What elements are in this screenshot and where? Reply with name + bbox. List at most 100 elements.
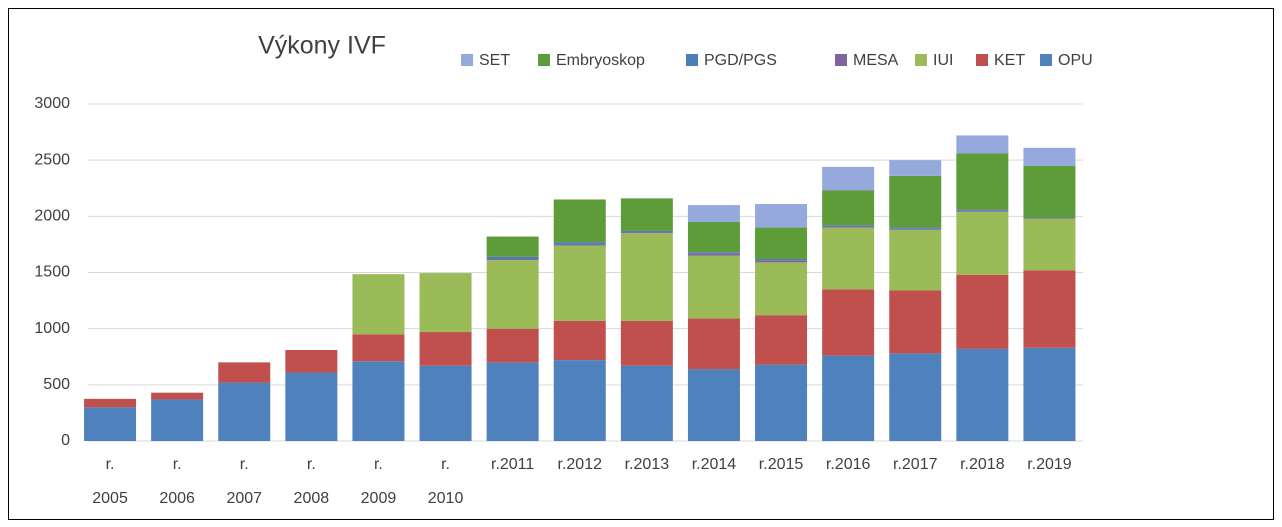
bar-segment	[620, 232, 673, 234]
bar-segment	[956, 210, 1009, 212]
bar-segment	[956, 135, 1009, 154]
bar-segment	[755, 259, 808, 261]
x-tick-label: r. 2010	[427, 456, 464, 507]
x-tick-label: r.2012	[557, 456, 602, 473]
bar-segment	[822, 289, 875, 356]
bar-segment	[486, 362, 539, 441]
x-tick-label: r.2013	[624, 456, 670, 473]
y-tick-label: 2500	[34, 151, 70, 168]
bar-segment	[687, 253, 740, 256]
chart-border	[8, 8, 1274, 520]
x-tick-label: r.2014	[691, 456, 737, 473]
bar-segment	[889, 228, 942, 230]
chart-title: Výkony IVF	[258, 32, 386, 60]
bar-segment	[419, 365, 472, 441]
bar-segment	[822, 190, 875, 226]
legend-label: SET	[479, 52, 510, 69]
bar-segment	[687, 205, 740, 222]
x-tick-label: r.2018	[960, 456, 1005, 473]
bar-segment	[553, 245, 606, 321]
bar-segment	[553, 360, 606, 441]
bar-segment	[553, 244, 606, 246]
bar-segment	[889, 160, 942, 176]
bar-segment	[822, 355, 875, 441]
bar-segment	[687, 255, 740, 319]
bar-segment	[84, 398, 137, 408]
x-tick-label: r. 2005	[92, 456, 128, 507]
legend-swatch	[538, 54, 550, 66]
y-tick-label: 2000	[34, 208, 70, 225]
bar-segment	[1023, 217, 1076, 219]
bar-segment	[889, 353, 942, 441]
bar-segment	[486, 236, 539, 257]
legend-label: KET	[994, 52, 1025, 69]
bar-segment	[822, 166, 875, 191]
bar-segment	[755, 227, 808, 260]
bar-segment	[755, 262, 808, 316]
legend-label: OPU	[1058, 52, 1093, 69]
bar-segment	[620, 230, 673, 233]
bar-segment	[84, 407, 137, 441]
bar-segment	[620, 233, 673, 321]
bar-segment	[352, 334, 405, 362]
bar-segment	[755, 315, 808, 365]
bar-segment	[956, 348, 1009, 441]
bar-segment	[1023, 147, 1076, 166]
y-tick-label: 500	[43, 376, 70, 393]
bar-segment	[822, 225, 875, 227]
legend-swatch	[461, 54, 473, 66]
legend-label: IUI	[933, 52, 953, 69]
bar-segment	[889, 229, 942, 291]
bar-segment	[956, 274, 1009, 349]
bar-segment	[486, 256, 539, 260]
bar-segment	[553, 242, 606, 245]
x-tick-label: r. 2006	[159, 456, 195, 507]
bar-segment	[285, 372, 338, 441]
bar-segment	[419, 332, 472, 366]
bar-segment	[889, 227, 942, 229]
y-tick-label: 0	[61, 432, 70, 449]
bar-segment	[755, 260, 808, 263]
x-tick-label: r.2011	[490, 456, 535, 473]
x-tick-label: r.2017	[893, 456, 938, 473]
bar-segment	[486, 260, 539, 329]
x-tick-label: r.2019	[1027, 456, 1072, 473]
bar-segment	[553, 199, 606, 243]
legend-swatch	[835, 54, 847, 66]
bar-segment	[822, 227, 875, 290]
bar-segment	[352, 274, 405, 335]
bar-segment	[1023, 218, 1076, 219]
bar-segment	[352, 361, 405, 441]
legend-label: Embryoskop	[556, 52, 645, 69]
bar-segment	[486, 328, 539, 363]
bar-segment	[956, 209, 1009, 211]
x-tick-label: r.2015	[758, 456, 804, 473]
bar-segment	[1023, 270, 1076, 348]
bar-segment	[218, 382, 271, 441]
bar-segment	[620, 198, 673, 231]
x-tick-label: r. 2009	[360, 456, 397, 507]
x-tick-label: r. 2007	[226, 456, 263, 507]
bar-segment	[755, 364, 808, 441]
bar-segment	[822, 226, 875, 228]
bar-segment	[889, 175, 942, 228]
bar-segment	[1023, 218, 1076, 271]
legend-label: PGD/PGS	[704, 52, 777, 69]
bar-segment	[687, 318, 740, 370]
bar-segment	[755, 203, 808, 228]
bar-segment	[285, 350, 338, 373]
bar-segment	[486, 259, 539, 261]
bar-segment	[956, 211, 1009, 275]
bar-segment	[553, 320, 606, 361]
bar-segment	[687, 221, 740, 253]
bar-segment	[151, 399, 204, 441]
bar-segment	[620, 320, 673, 366]
legend-swatch	[915, 54, 927, 66]
bar-segment	[1023, 347, 1076, 441]
legend-swatch	[976, 54, 988, 66]
legend-swatch	[1040, 54, 1052, 66]
bar-segment	[151, 392, 204, 400]
bar-segment	[419, 273, 472, 333]
x-tick-label: r. 2008	[293, 456, 330, 507]
